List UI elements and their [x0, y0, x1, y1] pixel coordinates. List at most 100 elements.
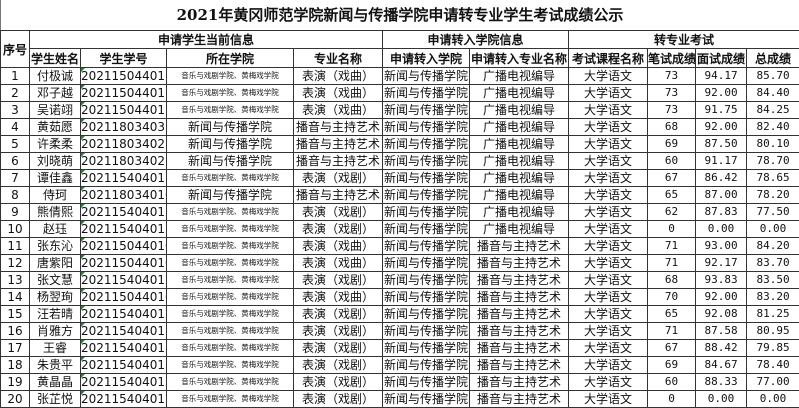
current-college-cell[interactable]: 音乐与戏剧学院、黄梅戏学院 [167, 323, 294, 340]
target-major-cell[interactable]: 播音与主持艺术 [470, 238, 569, 255]
row-index-cell[interactable]: 5 [1, 136, 30, 153]
current-college-cell[interactable]: 音乐与戏剧学院、黄梅戏学院 [167, 85, 294, 102]
row-index-cell[interactable]: 13 [1, 272, 30, 289]
written-score-cell[interactable]: 73 [648, 68, 696, 85]
target-major-cell[interactable]: 广播电视编导 [470, 187, 569, 204]
student-id-cell[interactable]: 2021180340213 [81, 153, 167, 170]
current-college-cell[interactable]: 新闻与传播学院 [167, 187, 294, 204]
current-college-cell[interactable]: 音乐与戏剧学院、黄梅戏学院 [167, 374, 294, 391]
written-score-cell[interactable]: 71 [648, 323, 696, 340]
exam-course-cell[interactable]: 大学语文 [569, 204, 648, 221]
current-college-cell[interactable]: 音乐与戏剧学院、黄梅戏学院 [167, 357, 294, 374]
interview-score-cell[interactable]: 87.00 [696, 187, 747, 204]
target-college-cell[interactable]: 新闻与传播学院 [383, 340, 470, 357]
interview-score-cell[interactable]: 92.00 [696, 289, 747, 306]
target-college-cell[interactable]: 新闻与传播学院 [383, 187, 470, 204]
current-major-cell[interactable]: 表演（戏曲） [294, 238, 383, 255]
interview-score-cell[interactable]: 87.58 [696, 323, 747, 340]
target-college-cell[interactable]: 新闻与传播学院 [383, 221, 470, 238]
current-major-cell[interactable]: 表演（戏剧） [294, 340, 383, 357]
written-score-cell[interactable]: 62 [648, 204, 696, 221]
target-college-cell[interactable]: 新闻与传播学院 [383, 102, 470, 119]
exam-course-cell[interactable]: 大学语文 [569, 374, 648, 391]
current-major-cell[interactable]: 表演（戏剧） [294, 357, 383, 374]
current-college-cell[interactable]: 音乐与戏剧学院、黄梅戏学院 [167, 391, 294, 408]
target-major-cell[interactable]: 播音与主持艺术 [470, 391, 569, 408]
target-major-cell[interactable]: 播音与主持艺术 [470, 272, 569, 289]
student-name-cell[interactable]: 唐紫阳 [30, 255, 81, 272]
student-name-cell[interactable]: 谭佳鑫 [30, 170, 81, 187]
current-college-cell[interactable]: 音乐与戏剧学院、黄梅戏学院 [167, 289, 294, 306]
interview-score-cell[interactable]: 92.00 [696, 85, 747, 102]
current-major-cell[interactable]: 表演（戏剧） [294, 272, 383, 289]
written-score-cell[interactable]: 60 [648, 374, 696, 391]
target-major-cell[interactable]: 广播电视编导 [470, 204, 569, 221]
target-major-cell[interactable]: 广播电视编导 [470, 221, 569, 238]
total-score-cell[interactable]: 81.25 [747, 306, 799, 323]
student-name-cell[interactable]: 汪若晴 [30, 306, 81, 323]
target-college-cell[interactable]: 新闻与传播学院 [383, 85, 470, 102]
target-major-cell[interactable]: 播音与主持艺术 [470, 255, 569, 272]
row-index-cell[interactable]: 15 [1, 306, 30, 323]
interview-score-cell[interactable]: 0.00 [696, 221, 747, 238]
target-college-cell[interactable]: 新闻与传播学院 [383, 255, 470, 272]
exam-course-cell[interactable]: 大学语文 [569, 357, 648, 374]
total-score-cell[interactable]: 78.20 [747, 187, 799, 204]
student-name-cell[interactable]: 邓子越 [30, 85, 81, 102]
row-index-cell[interactable]: 3 [1, 102, 30, 119]
exam-course-cell[interactable]: 大学语文 [569, 391, 648, 408]
student-id-cell[interactable]: 2021154040124 [81, 221, 167, 238]
current-college-cell[interactable]: 音乐与戏剧学院、黄梅戏学院 [167, 102, 294, 119]
row-index-cell[interactable]: 16 [1, 323, 30, 340]
row-index-cell[interactable]: 14 [1, 289, 30, 306]
target-major-cell[interactable]: 播音与主持艺术 [470, 289, 569, 306]
row-index-cell[interactable]: 2 [1, 85, 30, 102]
total-score-cell[interactable]: 77.00 [747, 374, 799, 391]
target-major-cell[interactable]: 广播电视编导 [470, 102, 569, 119]
target-major-cell[interactable]: 广播电视编导 [470, 170, 569, 187]
total-score-cell[interactable]: 83.20 [747, 289, 799, 306]
exam-course-cell[interactable]: 大学语文 [569, 289, 648, 306]
target-college-cell[interactable]: 新闻与传播学院 [383, 119, 470, 136]
exam-course-cell[interactable]: 大学语文 [569, 272, 648, 289]
interview-score-cell[interactable]: 88.33 [696, 374, 747, 391]
row-index-cell[interactable]: 9 [1, 204, 30, 221]
interview-score-cell[interactable]: 93.83 [696, 272, 747, 289]
student-name-cell[interactable]: 吴诺翊 [30, 102, 81, 119]
total-score-cell[interactable]: 85.70 [747, 68, 799, 85]
student-name-cell[interactable]: 张芷悦 [30, 391, 81, 408]
total-score-cell[interactable]: 84.25 [747, 102, 799, 119]
written-score-cell[interactable]: 71 [648, 238, 696, 255]
current-major-cell[interactable]: 表演（戏曲） [294, 289, 383, 306]
student-id-cell[interactable]: 2021154040121 [81, 306, 167, 323]
student-id-cell[interactable]: 2021154040120 [81, 391, 167, 408]
target-college-cell[interactable]: 新闻与传播学院 [383, 68, 470, 85]
exam-course-cell[interactable]: 大学语文 [569, 238, 648, 255]
current-college-cell[interactable]: 音乐与戏剧学院、黄梅戏学院 [167, 238, 294, 255]
current-college-cell[interactable]: 新闻与传播学院 [167, 119, 294, 136]
current-major-cell[interactable]: 播音与主持艺术 [294, 136, 383, 153]
row-index-cell[interactable]: 19 [1, 374, 30, 391]
student-id-cell[interactable]: 2021154040117 [81, 170, 167, 187]
written-score-cell[interactable]: 69 [648, 357, 696, 374]
student-name-cell[interactable]: 王睿 [30, 340, 81, 357]
target-college-cell[interactable]: 新闻与传播学院 [383, 136, 470, 153]
student-name-cell[interactable]: 赵珏 [30, 221, 81, 238]
student-id-cell[interactable]: 2021150440107 [81, 255, 167, 272]
interview-score-cell[interactable]: 87.50 [696, 136, 747, 153]
current-major-cell[interactable]: 播音与主持艺术 [294, 187, 383, 204]
student-name-cell[interactable]: 许柔柔 [30, 136, 81, 153]
row-index-cell[interactable]: 7 [1, 170, 30, 187]
current-college-cell[interactable]: 音乐与戏剧学院、黄梅戏学院 [167, 340, 294, 357]
student-name-cell[interactable]: 杨翌珣 [30, 289, 81, 306]
current-college-cell[interactable]: 音乐与戏剧学院、黄梅戏学院 [167, 204, 294, 221]
student-id-cell[interactable]: 2021154040127 [81, 204, 167, 221]
student-name-cell[interactable]: 张文慧 [30, 272, 81, 289]
target-major-cell[interactable]: 广播电视编导 [470, 153, 569, 170]
written-score-cell[interactable]: 65 [648, 306, 696, 323]
interview-score-cell[interactable]: 92.00 [696, 119, 747, 136]
current-major-cell[interactable]: 表演（戏剧） [294, 204, 383, 221]
target-college-cell[interactable]: 新闻与传播学院 [383, 153, 470, 170]
written-score-cell[interactable]: 67 [648, 170, 696, 187]
student-id-cell[interactable]: 2021150440114 [81, 102, 167, 119]
